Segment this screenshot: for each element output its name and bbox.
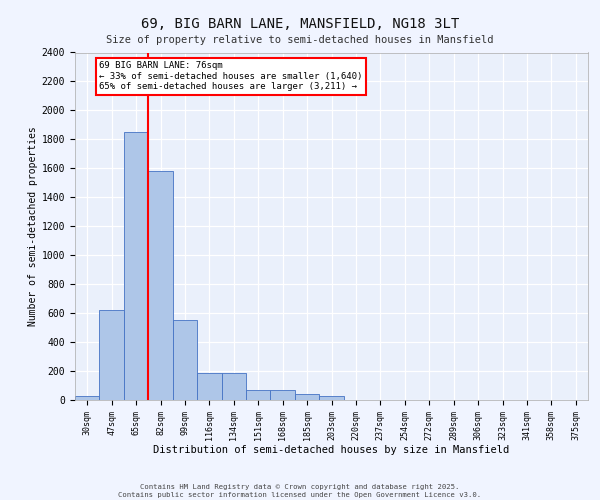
Bar [271, 390, 295, 400]
Bar [124, 132, 148, 400]
Bar [295, 394, 319, 400]
Bar [319, 396, 344, 400]
Text: Contains HM Land Registry data © Crown copyright and database right 2025.
Contai: Contains HM Land Registry data © Crown c… [118, 484, 482, 498]
Text: 69, BIG BARN LANE, MANSFIELD, NG18 3LT: 69, BIG BARN LANE, MANSFIELD, NG18 3LT [141, 18, 459, 32]
Bar [221, 373, 246, 400]
Bar [100, 310, 124, 400]
Bar [246, 390, 271, 400]
Bar [148, 171, 173, 400]
Bar [75, 396, 100, 400]
Text: Size of property relative to semi-detached houses in Mansfield: Size of property relative to semi-detach… [106, 35, 494, 45]
Y-axis label: Number of semi-detached properties: Number of semi-detached properties [28, 126, 38, 326]
Text: 69 BIG BARN LANE: 76sqm
← 33% of semi-detached houses are smaller (1,640)
65% of: 69 BIG BARN LANE: 76sqm ← 33% of semi-de… [100, 61, 363, 91]
Bar [197, 373, 221, 400]
Bar [173, 320, 197, 400]
X-axis label: Distribution of semi-detached houses by size in Mansfield: Distribution of semi-detached houses by … [154, 446, 509, 456]
